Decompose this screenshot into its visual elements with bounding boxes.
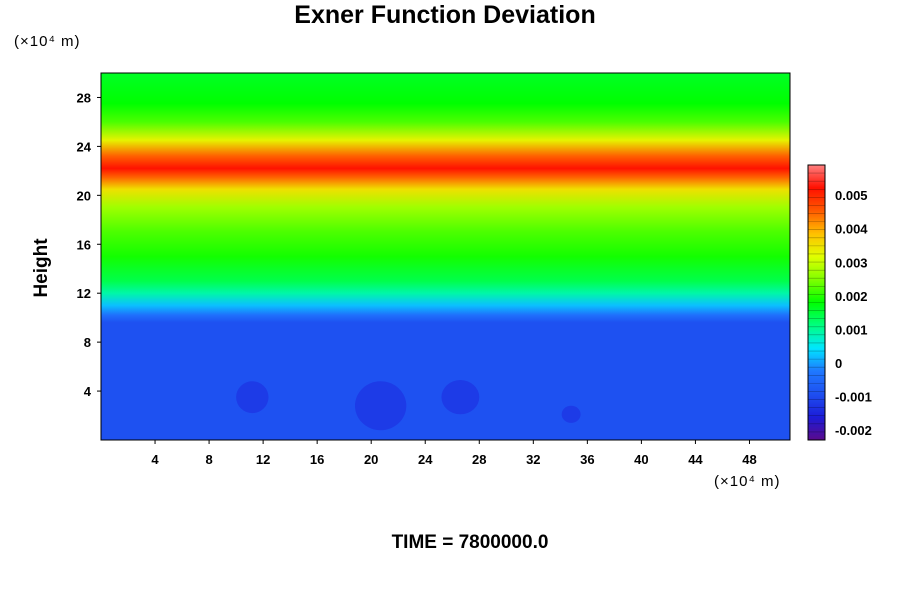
chart-title: Exner Function Deviation (294, 1, 596, 29)
anomaly-blob-1 (236, 381, 269, 414)
x-tick-label: 48 (742, 452, 756, 467)
y-tick-label: 12 (77, 286, 91, 301)
contour-background (101, 73, 790, 440)
x-axis-ticks: 4 8 12 16 20 24 28 32 36 40 44 48 (151, 440, 757, 467)
y-tick-label: 28 (77, 90, 91, 105)
x-tick-label: 16 (310, 452, 324, 467)
y-tick-label: 8 (84, 335, 91, 350)
colorbar-tick-label: 0.001 (835, 322, 868, 337)
y-tick-label: 4 (84, 384, 92, 399)
y-tick-label: 16 (77, 237, 91, 252)
plot-frame (100, 72, 791, 441)
y-tick-label: 24 (77, 139, 92, 154)
y-axis-unit: (×10⁴ m) (14, 33, 81, 50)
x-tick-label: 44 (688, 452, 703, 467)
colorbar-frame (807, 164, 826, 441)
x-tick-label: 36 (580, 452, 594, 467)
x-tick-label: 20 (364, 452, 378, 467)
anomaly-blob-3 (441, 380, 480, 415)
x-tick-label: 4 (151, 452, 159, 467)
colorbar: 0.005 0.004 0.003 0.002 0.001 0 -0.001 -0.002 (807, 164, 872, 441)
x-tick-label: 40 (634, 452, 648, 467)
y-tick-label: 20 (77, 188, 91, 203)
colorbar-fill (808, 165, 825, 440)
x-tick-label: 12 (256, 452, 270, 467)
y-axis-ticks: 4 8 12 16 20 24 28 (77, 90, 101, 399)
x-tick-label: 8 (205, 452, 212, 467)
contour-field (101, 73, 790, 440)
colorbar-tick-label: -0.001 (835, 389, 872, 404)
colorbar-tick-label: -0.002 (835, 423, 872, 438)
time-label: TIME = 7800000.0 (391, 532, 549, 553)
colorbar-tick-label: 0 (835, 356, 842, 371)
colorbar-tick-label: 0.002 (835, 289, 868, 304)
anomaly-blob-4 (561, 405, 581, 423)
x-axis-unit: (×10⁴ m) (714, 473, 781, 490)
x-tick-label: 32 (526, 452, 540, 467)
x-tick-label: 28 (472, 452, 486, 467)
colorbar-tick-label: 0.004 (835, 222, 868, 237)
colorbar-tick-label: 0.003 (835, 255, 868, 270)
colorbar-tick-label: 0.005 (835, 188, 868, 203)
anomaly-blob-2 (354, 381, 407, 431)
x-tick-label: 24 (418, 452, 433, 467)
